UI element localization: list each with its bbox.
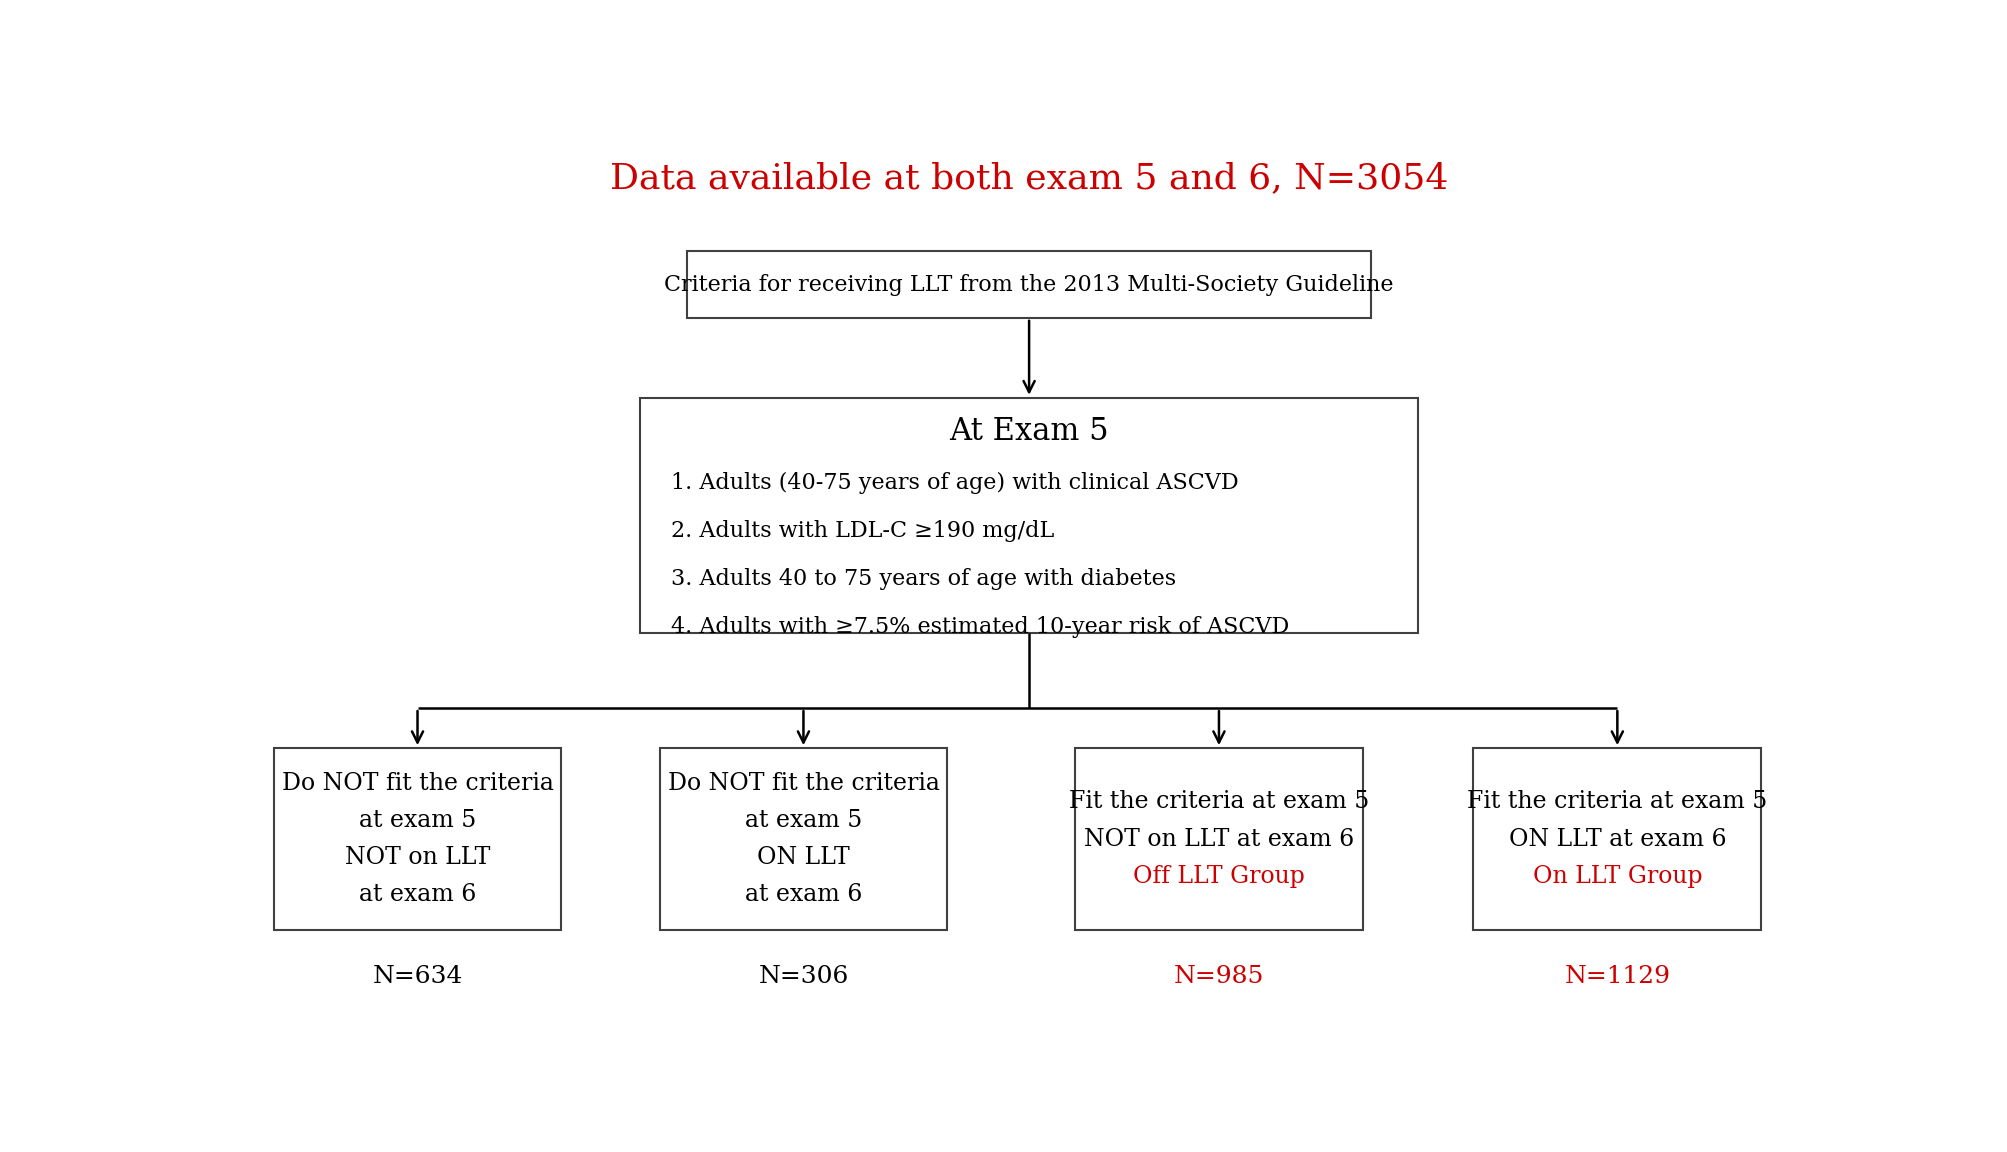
Bar	[273, 748, 562, 930]
Text: At Exam 5: At Exam 5	[949, 416, 1108, 447]
Text: N=634: N=634	[371, 964, 462, 987]
Text: Criteria for receiving LLT from the 2013 Multi-Society Guideline: Criteria for receiving LLT from the 2013…	[664, 274, 1393, 296]
Text: 2. Adults with LDL-C ≥190 mg/dL: 2. Adults with LDL-C ≥190 mg/dL	[670, 520, 1054, 541]
Bar	[1473, 748, 1760, 930]
Text: N=985: N=985	[1174, 964, 1264, 987]
Text: NOT on LLT at exam 6: NOT on LLT at exam 6	[1084, 827, 1353, 850]
Text: N=306: N=306	[759, 964, 849, 987]
Bar	[658, 748, 947, 930]
Text: Data available at both exam 5 and 6, N=3054: Data available at both exam 5 and 6, N=3…	[610, 161, 1447, 195]
Text: Fit the criteria at exam 5: Fit the criteria at exam 5	[1068, 790, 1369, 813]
Text: at exam 6: at exam 6	[745, 884, 861, 907]
Text: NOT on LLT: NOT on LLT	[345, 846, 490, 869]
Text: ON LLT: ON LLT	[757, 846, 849, 869]
Bar	[1074, 748, 1363, 930]
Text: On LLT Group: On LLT Group	[1531, 865, 1702, 888]
Text: 4. Adults with ≥7.5% estimated 10-year risk of ASCVD: 4. Adults with ≥7.5% estimated 10-year r…	[670, 615, 1288, 637]
Text: Do NOT fit the criteria: Do NOT fit the criteria	[666, 772, 939, 795]
Text: at exam 6: at exam 6	[359, 884, 476, 907]
Text: Fit the criteria at exam 5: Fit the criteria at exam 5	[1467, 790, 1766, 813]
Text: 1. Adults (40-75 years of age) with clinical ASCVD: 1. Adults (40-75 years of age) with clin…	[670, 472, 1238, 494]
Text: Off LLT Group: Off LLT Group	[1132, 865, 1305, 888]
Text: at exam 5: at exam 5	[359, 809, 476, 832]
Text: at exam 5: at exam 5	[745, 809, 861, 832]
Text: Do NOT fit the criteria: Do NOT fit the criteria	[281, 772, 554, 795]
Text: N=1129: N=1129	[1563, 964, 1670, 987]
Bar	[686, 251, 1371, 318]
Text: ON LLT at exam 6: ON LLT at exam 6	[1507, 827, 1726, 850]
Bar	[640, 397, 1417, 632]
Text: 3. Adults 40 to 75 years of age with diabetes: 3. Adults 40 to 75 years of age with dia…	[670, 568, 1176, 590]
